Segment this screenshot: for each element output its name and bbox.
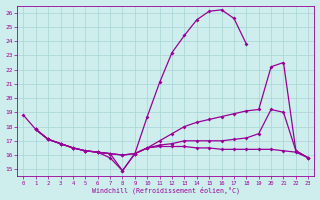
X-axis label: Windchill (Refroidissement éolien,°C): Windchill (Refroidissement éolien,°C) xyxy=(92,187,240,194)
